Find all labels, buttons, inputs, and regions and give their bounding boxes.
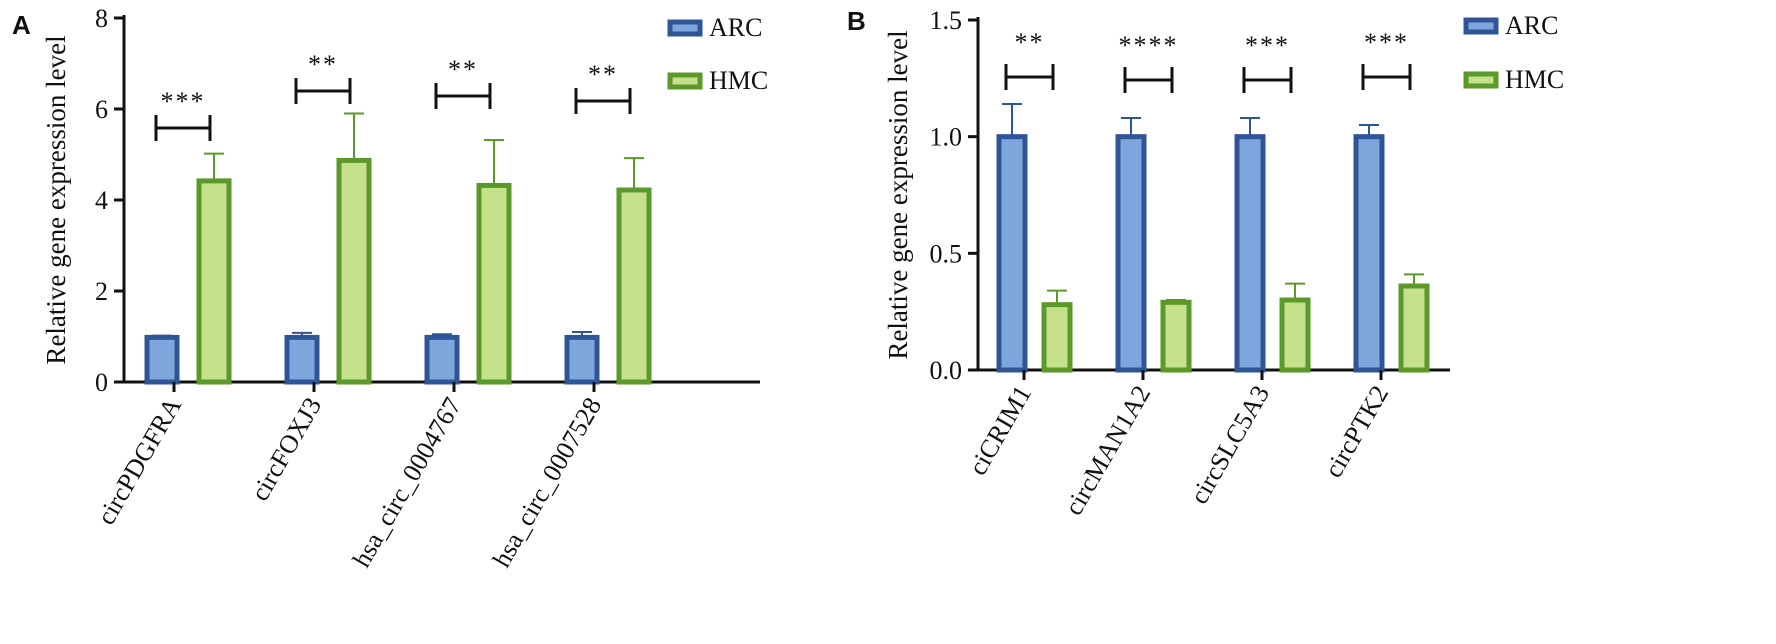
arc-bar <box>1234 134 1266 373</box>
hmc-bar <box>1160 299 1192 373</box>
panel-label: B <box>847 6 866 36</box>
arc-bar <box>996 134 1028 373</box>
hmc-bar <box>1398 283 1430 373</box>
significance-stars: ** <box>588 60 618 89</box>
significance-stars: **** <box>1119 31 1179 60</box>
hmc-bar <box>196 178 232 385</box>
legend-swatch-hmc <box>1463 71 1499 89</box>
legend-label-hmc: HMC <box>709 66 768 95</box>
significance-stars: *** <box>1245 31 1290 60</box>
legend-swatch-arc <box>667 19 703 37</box>
significance-stars: *** <box>161 87 206 116</box>
panel-b: B Relative gene expression level 0.0 0.5 1.0… <box>847 6 1564 520</box>
significance-stars: ** <box>448 55 478 84</box>
y-tick-label: 8 <box>95 4 108 33</box>
x-tick-label: circSLC5A3 <box>1184 381 1275 509</box>
arc-bar <box>1115 134 1147 373</box>
panel-a: A Relative gene expression level 0 2 4 6 8 *** c… <box>12 4 768 572</box>
x-tick-label: hsa_circ_0007528 <box>487 393 607 573</box>
arc-bar <box>284 334 320 385</box>
significance-stars: ** <box>1015 28 1045 57</box>
y-tick-label: 6 <box>95 95 108 124</box>
y-axis-label: Relative gene expression level <box>883 30 913 359</box>
significance-stars: ** <box>308 50 338 79</box>
hmc-bar <box>336 157 372 385</box>
y-tick-label: 1.0 <box>930 123 963 152</box>
hmc-bar <box>616 187 652 385</box>
y-axis-label: Relative gene expression level <box>41 35 71 364</box>
legend-label-arc: ARC <box>709 13 762 42</box>
arc-bar <box>424 334 460 385</box>
panel-label: A <box>12 10 31 40</box>
hmc-bar <box>476 182 512 385</box>
arc-bar <box>564 334 600 385</box>
x-tick-label: circPTK2 <box>1319 381 1395 483</box>
x-tick-label: circMAN1A2 <box>1059 381 1156 521</box>
x-tick-label: circPDGFRA <box>91 392 187 529</box>
y-tick-label: 1.5 <box>930 6 963 35</box>
y-tick-label: 0 <box>95 368 108 397</box>
y-tick-label: 0.5 <box>930 239 963 268</box>
hmc-bar <box>1279 297 1311 373</box>
legend-label-arc: ARC <box>1505 11 1558 40</box>
significance-stars: *** <box>1364 28 1409 57</box>
arc-bar <box>144 334 180 385</box>
legend-swatch-hmc <box>667 72 703 90</box>
y-tick-label: 4 <box>95 186 108 215</box>
legend-swatch-arc <box>1463 17 1499 35</box>
hmc-bar <box>1041 302 1073 373</box>
y-tick-label: 0.0 <box>930 356 963 385</box>
x-tick-label: circFOXJ3 <box>245 393 327 506</box>
x-tick-label: ciCRIM1 <box>963 381 1037 481</box>
y-tick-label: 2 <box>95 277 108 306</box>
x-tick-label: hsa_circ_0004767 <box>347 393 467 573</box>
arc-bar <box>1353 134 1385 373</box>
legend-label-hmc: HMC <box>1505 65 1564 94</box>
